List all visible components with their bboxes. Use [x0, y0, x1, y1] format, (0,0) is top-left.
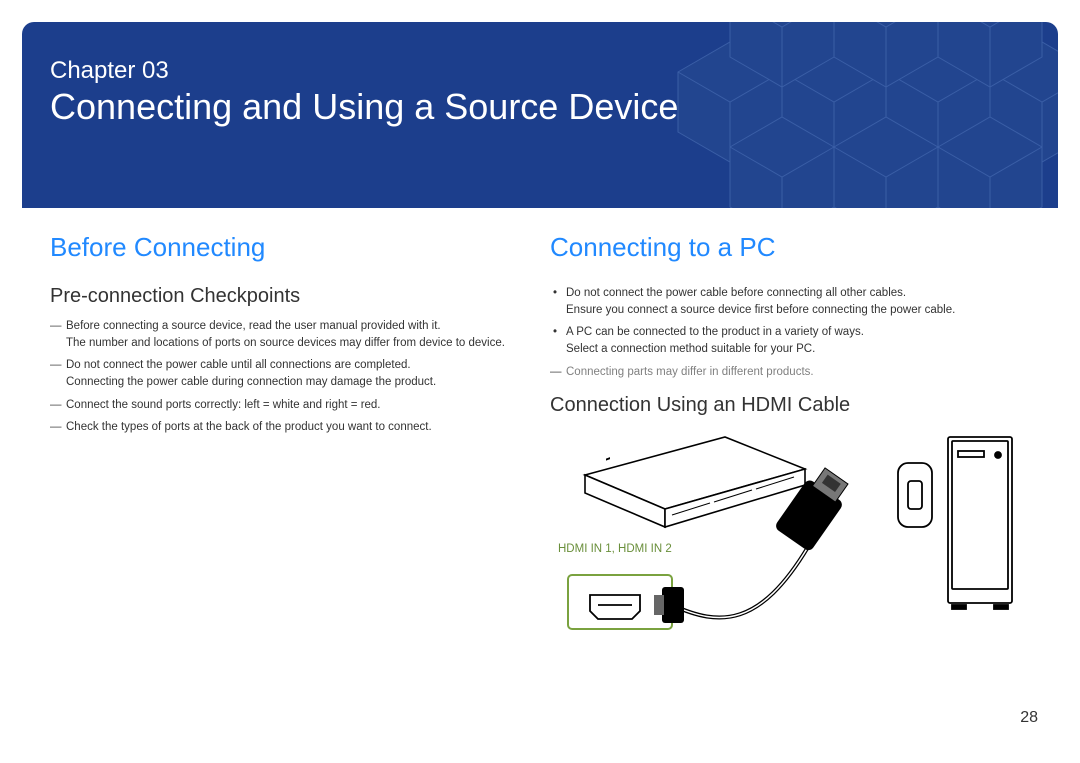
- list-item: Do not connect the power cable until all…: [50, 357, 510, 390]
- list-text: Do not connect the power cable until all…: [66, 359, 411, 371]
- right-column: Connecting to a PC Do not connect the po…: [550, 232, 1030, 657]
- chapter-title: Connecting and Using a Source Device: [50, 86, 1030, 127]
- list-text: Before connecting a source device, read …: [66, 320, 441, 332]
- note-text: Connecting parts may differ in different…: [566, 366, 814, 378]
- list-text: Select a connection method suitable for …: [566, 341, 1030, 358]
- list-text: Connecting the power cable during connec…: [66, 374, 510, 391]
- list-text: Ensure you connect a source device first…: [566, 302, 1030, 319]
- pre-connection-list: Before connecting a source device, read …: [50, 318, 510, 436]
- hdmi-connection-illustration: [550, 427, 1030, 657]
- list-item: Do not connect the power cable before co…: [550, 285, 1030, 318]
- list-item: A PC can be connected to the product in …: [550, 324, 1030, 357]
- section-heading-connecting-pc: Connecting to a PC: [550, 232, 1030, 263]
- list-text: Connect the sound ports correctly: left …: [66, 399, 381, 411]
- connecting-note: Connecting parts may differ in different…: [550, 364, 1030, 381]
- hdmi-port-label: HDMI IN 1, HDMI IN 2: [558, 543, 672, 555]
- subheading-hdmi: Connection Using an HDMI Cable: [550, 394, 1030, 417]
- connecting-pc-bullets: Do not connect the power cable before co…: [550, 285, 1030, 358]
- left-column: Before Connecting Pre-connection Checkpo…: [50, 232, 510, 657]
- section-heading-before-connecting: Before Connecting: [50, 232, 510, 263]
- list-item: Connect the sound ports correctly: left …: [50, 397, 510, 414]
- chapter-banner: Chapter 03 Connecting and Using a Source…: [22, 22, 1058, 208]
- list-text: A PC can be connected to the product in …: [566, 326, 864, 338]
- hdmi-diagram: HDMI IN 1, HDMI IN 2: [550, 427, 1030, 657]
- list-text: Do not connect the power cable before co…: [566, 287, 906, 299]
- list-item: Connecting parts may differ in different…: [550, 364, 1030, 381]
- page-number: 28: [1020, 709, 1038, 727]
- subheading-pre-connection: Pre-connection Checkpoints: [50, 285, 510, 308]
- list-text: The number and locations of ports on sou…: [66, 335, 510, 352]
- list-item: Before connecting a source device, read …: [50, 318, 510, 351]
- list-text: Check the types of ports at the back of …: [66, 421, 432, 433]
- chapter-label: Chapter 03: [50, 58, 1030, 84]
- list-item: Check the types of ports at the back of …: [50, 419, 510, 436]
